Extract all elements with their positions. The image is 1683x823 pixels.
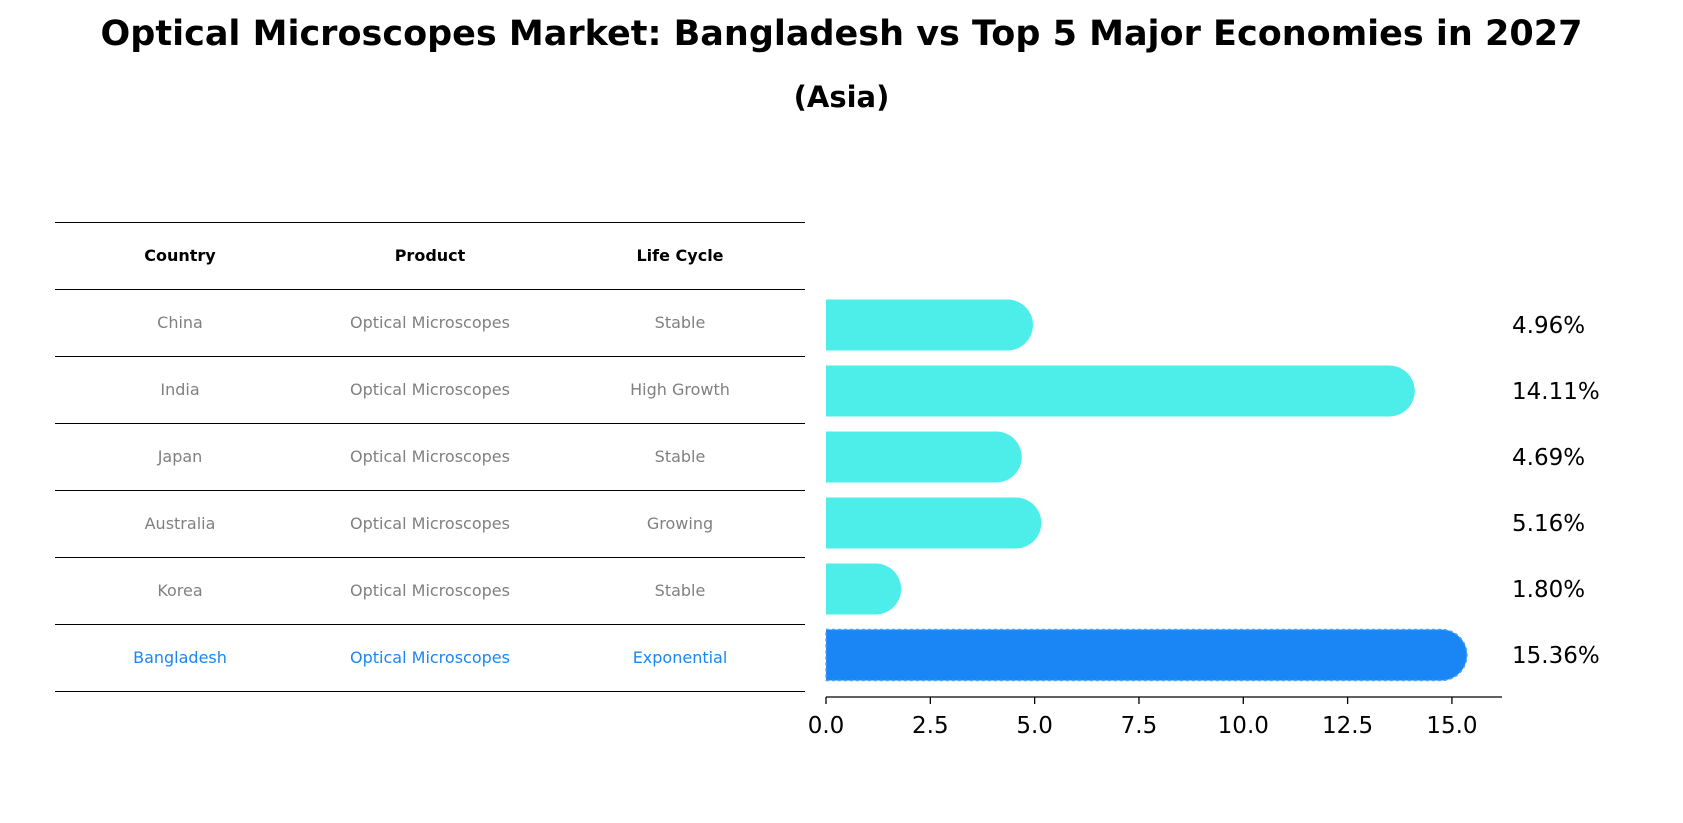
header-product: Product <box>394 246 466 265</box>
x-tick-label: 7.5 <box>1121 713 1158 739</box>
chart-title: Optical Microscopes Market: Bangladesh v… <box>100 14 1583 54</box>
cell-country: Korea <box>157 581 203 600</box>
header-life-cycle: Life Cycle <box>636 246 724 265</box>
bar <box>826 497 1042 549</box>
cell-country: Japan <box>157 447 203 466</box>
x-tick-label: 10.0 <box>1218 713 1269 739</box>
cell-product: Optical Microscopes <box>350 380 510 399</box>
cell-country: Bangladesh <box>133 648 227 667</box>
x-tick-label: 2.5 <box>912 713 949 739</box>
cell-life-cycle: Stable <box>654 581 706 600</box>
table-row: Korea Optical Microscopes Stable <box>55 557 805 624</box>
cell-life-cycle: Exponential <box>632 648 728 667</box>
bar <box>826 563 902 615</box>
table-row: India Optical Microscopes High Growth <box>55 356 805 423</box>
x-tick-label: 0.0 <box>808 713 845 739</box>
value-label: 4.69% <box>1512 445 1585 471</box>
table-row-highlight: Bangladesh Optical Microscopes Exponenti… <box>55 624 805 692</box>
cell-product: Optical Microscopes <box>350 447 510 466</box>
cell-country: Australia <box>144 514 216 533</box>
header-country: Country <box>144 246 216 265</box>
chart-subtitle: (Asia) <box>793 80 890 114</box>
cell-product: Optical Microscopes <box>350 648 510 667</box>
table-header-row: Country Product Life Cycle <box>55 222 805 289</box>
x-tick-label: 5.0 <box>1016 713 1053 739</box>
cell-life-cycle: Growing <box>646 514 714 533</box>
cell-life-cycle: Stable <box>654 447 706 466</box>
cell-country: India <box>160 380 200 399</box>
x-tick-label: 15.0 <box>1426 713 1477 739</box>
table-row: Japan Optical Microscopes Stable <box>55 423 805 490</box>
cell-life-cycle: Stable <box>654 313 706 332</box>
value-label: 1.80% <box>1512 577 1585 603</box>
cell-product: Optical Microscopes <box>350 581 510 600</box>
table-row: Australia Optical Microscopes Growing <box>55 490 805 557</box>
bar-highlight <box>825 628 1468 682</box>
value-label: 4.96% <box>1512 313 1585 339</box>
cell-product: Optical Microscopes <box>350 313 510 332</box>
table-row: China Optical Microscopes Stable <box>55 289 805 356</box>
bar <box>826 365 1415 417</box>
value-label: 5.16% <box>1512 511 1585 537</box>
value-label: 15.36% <box>1512 643 1600 669</box>
value-label: 14.11% <box>1512 379 1600 405</box>
market-table: Country Product Life Cycle China Optical… <box>55 222 805 692</box>
bar <box>826 431 1022 483</box>
cell-product: Optical Microscopes <box>350 514 510 533</box>
cell-life-cycle: High Growth <box>630 380 730 399</box>
bar <box>826 299 1033 351</box>
x-tick-label: 12.5 <box>1322 713 1373 739</box>
cell-country: China <box>157 313 203 332</box>
